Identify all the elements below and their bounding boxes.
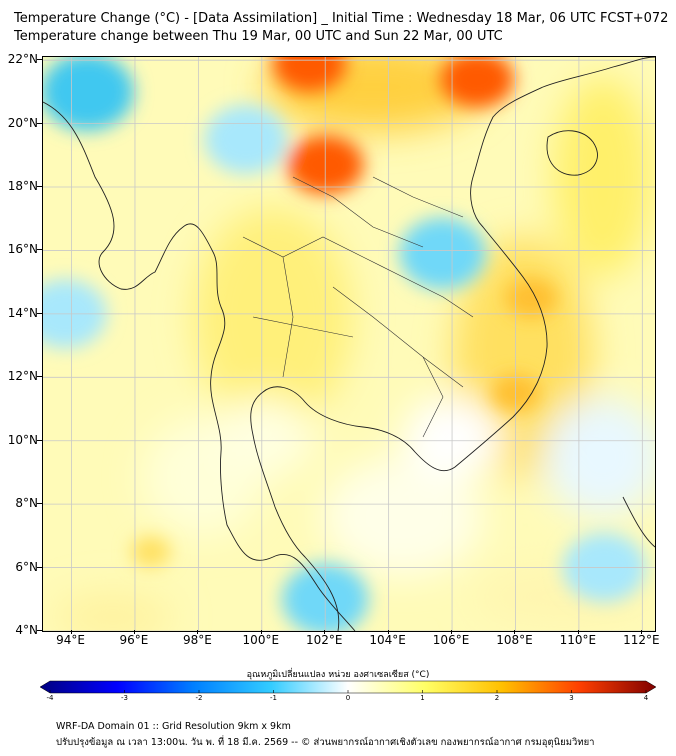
lat-tick [37,249,42,251]
warm-anomaly-2 [440,57,515,108]
lat-tick [37,566,42,568]
lon-label: 110°E [559,633,597,647]
colorbar-tick-label: -3 [121,694,128,702]
lat-label: 16°N [7,242,38,257]
lat-tick [37,186,42,188]
lon-tick [641,630,643,634]
lon-tick [133,630,135,634]
colorbar-tick-label: 4 [643,694,649,702]
lon-label: 94°E [56,633,85,647]
lon-tick [451,630,453,634]
colorbar-tick-label: -4 [46,694,54,702]
lon-label: 104°E [369,633,406,647]
warm-anomaly-5 [131,536,171,567]
footer-domain-info: WRF-DA Domain 01 :: Grid Resolution 9km … [56,721,291,732]
colorbar-tick-label: -2 [195,694,203,702]
lon-tick [514,630,516,634]
coastlines-borders [43,57,655,631]
cool-anomaly-4 [204,104,288,175]
cool-anomaly-2 [399,217,486,290]
colorbar-tick-label: 0 [345,694,351,702]
lon-label: 98°E [182,633,212,647]
colorbar-title: อุณหภูมิเปลี่ยนแปลง หน่วย องศาเซลเซียส (… [246,670,430,680]
lat-label: 8°N [15,496,38,511]
map-title: Temperature Change (°C) - [Data Assimila… [14,11,669,26]
lon-tick [70,630,72,634]
lon-label: 112°E [623,633,660,647]
lat-lon-gridlines [43,57,655,631]
lon-label: 100°E [242,633,280,647]
lat-tick [37,312,42,314]
lon-tick [197,630,199,634]
lon-tick [260,630,262,634]
temperature-spots [43,57,646,631]
lon-label: 108°E [496,633,533,647]
temperature-change-map[interactable] [42,56,656,632]
lon-label: 96°E [119,633,149,647]
lat-tick [37,503,42,505]
lat-tick [37,122,42,124]
colorbar-tick-label: 1 [420,694,425,702]
footer-update-info: ปรับปรุงข้อมูล ณ เวลา 13:00น. วัน พ. ที่… [56,737,595,748]
colorbar [40,680,656,694]
coastline-borneo [622,496,655,548]
lat-tick [37,376,42,378]
admin-borders [242,176,474,438]
lat-label: 12°N [7,369,38,384]
cool-anomaly-0 [43,57,134,131]
lat-label: 20°N [7,115,38,130]
warm-anomaly-3 [505,278,558,319]
coastline-west [43,101,356,631]
lon-tick [577,630,579,634]
lon-tick [324,630,326,634]
colorbar-tick-label: 3 [569,694,574,702]
colorbar-tick-label: -1 [270,694,277,702]
lat-label: 4°N [15,623,38,637]
lat-label: 22°N [7,52,38,67]
lat-label: 14°N [7,305,38,320]
coastline-east [250,57,655,631]
temperature-field [53,57,655,631]
warm-anomaly-0 [272,57,347,92]
hainan-island [546,130,598,176]
lat-label: 10°N [7,432,38,447]
lat-tick [37,630,42,631]
map-subtitle: Temperature change between Thu 19 Mar, 0… [14,29,503,44]
lat-tick [37,439,42,441]
lat-label: 6°N [15,559,38,574]
colorbar-tick-label: 2 [494,694,500,702]
lon-label: 106°E [432,633,470,647]
lon-tick [387,630,389,634]
lat-label: 18°N [7,179,38,194]
lon-label: 102°E [305,633,343,647]
lat-tick [37,59,42,61]
